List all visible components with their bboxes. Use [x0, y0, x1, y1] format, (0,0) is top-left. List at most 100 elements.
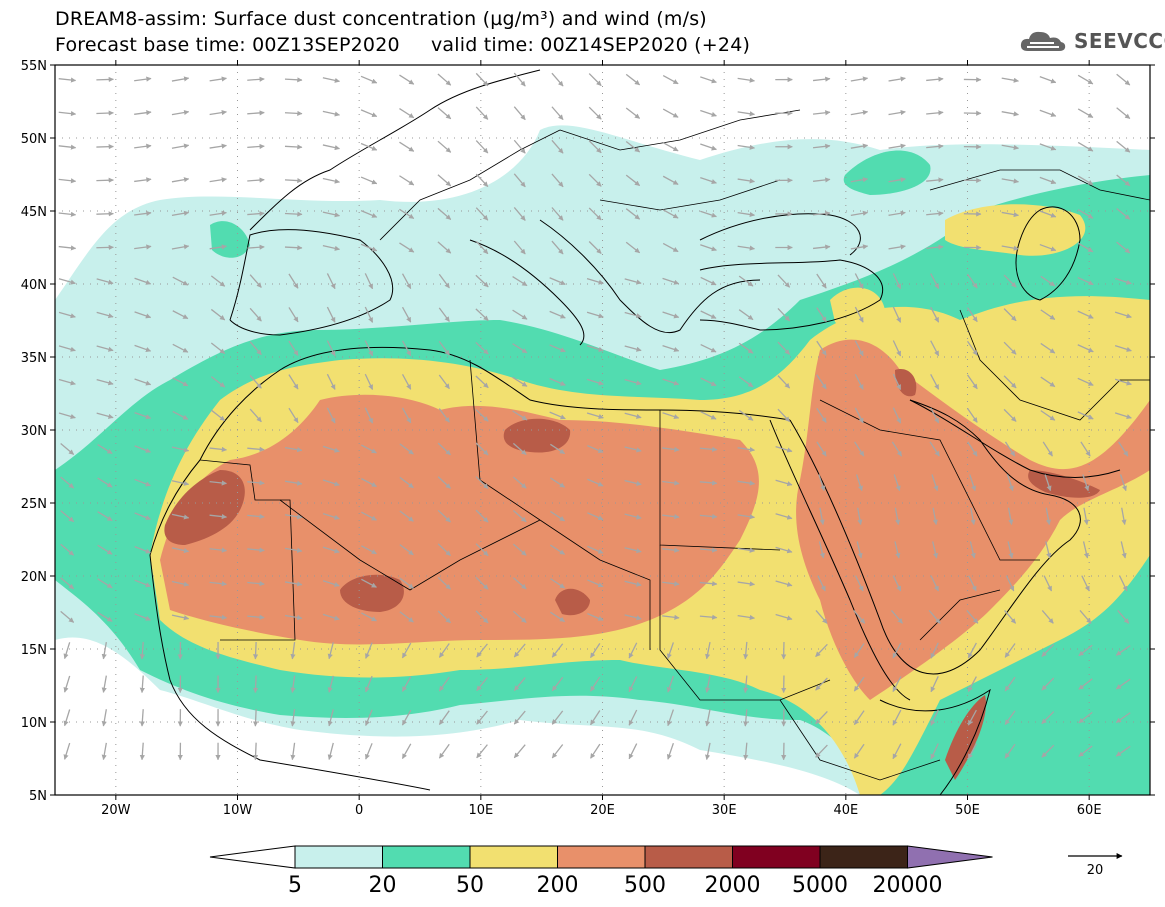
colorbar-label: 50 [456, 873, 484, 898]
wind-arrow [58, 111, 77, 117]
wind-arrow [815, 711, 828, 725]
coast-iberia [229, 229, 394, 336]
wind-arrow [58, 144, 77, 150]
wind-arrow [437, 107, 452, 120]
wind-arrow [777, 408, 791, 423]
wind-arrow [322, 546, 340, 554]
wind-arrow [1116, 241, 1131, 254]
wind-arrow [588, 207, 602, 221]
wind-arrow [699, 446, 718, 452]
border-central-asia [929, 169, 1150, 201]
wind-arrow [926, 110, 944, 116]
lat-tick-label: 35N [21, 351, 47, 366]
dust-patch-green-iberia [210, 221, 250, 258]
wind-arrow [816, 307, 827, 323]
wind-arrow [812, 210, 831, 217]
wind-arrow [737, 245, 755, 251]
wind-arrow [662, 547, 680, 553]
wind-arrow [850, 244, 869, 250]
wind-arrow [743, 675, 749, 694]
wind-arrow [624, 580, 642, 587]
wind-arrow [894, 507, 901, 526]
wind-arrow [437, 207, 452, 220]
wind-arrow [438, 408, 450, 423]
wind-arrow [624, 547, 642, 554]
wind-arrow [662, 209, 679, 219]
wind-arrow [134, 545, 151, 554]
wind-arrow [968, 575, 977, 592]
wind-arrow [586, 345, 604, 352]
wind-arrow [247, 76, 265, 82]
wind-arrow [738, 409, 754, 421]
wind-arrow [1039, 76, 1057, 84]
wind-arrow [588, 73, 602, 87]
wind-arrow [322, 512, 340, 520]
wind-arrow [1077, 411, 1094, 420]
wind-arrow [662, 142, 679, 152]
wind-arrow [437, 174, 452, 187]
wind-arrow [513, 240, 526, 255]
wind-arrow [96, 311, 114, 319]
wind-arrow [134, 613, 151, 621]
wind-arrow [63, 742, 71, 760]
wind-arrow [513, 139, 526, 154]
wind-arrow [513, 744, 526, 759]
lon-tick-label: 10W [223, 803, 253, 818]
dust-patch-yellow-caucasus [945, 204, 1086, 256]
wind-arrow [97, 611, 113, 622]
wind-arrow [700, 343, 717, 353]
wind-arrow [855, 474, 863, 492]
wind-arrow [587, 612, 604, 621]
wind-arrow [290, 709, 296, 727]
wind-arrow [549, 377, 566, 386]
wind-arrow [475, 375, 489, 389]
wind-arrow [475, 106, 489, 120]
wind-arrow [101, 709, 107, 727]
wind-arrow [209, 244, 227, 250]
lon-tick-label: 20E [590, 803, 615, 818]
wind-arrow [969, 541, 976, 559]
wind-arrow [699, 614, 718, 620]
coast-anatolia [699, 259, 883, 331]
wind-arrow [666, 742, 674, 760]
wind-arrow [890, 609, 903, 624]
wind-arrow [437, 476, 451, 489]
wind-arrow [171, 143, 190, 149]
wind-arrow [134, 244, 152, 250]
wind-arrow [513, 710, 526, 725]
wind-arrow [1003, 375, 1017, 389]
lat-tick-label: 10N [21, 716, 47, 731]
wind-arrow [322, 245, 340, 251]
wind-arrow [550, 443, 566, 455]
wind-arrow [662, 446, 680, 453]
wind-arrow [819, 507, 825, 526]
reference-value: 20 [1087, 863, 1104, 878]
wind-arrow [854, 407, 864, 424]
wind-arrow [628, 709, 638, 726]
wind-arrow [364, 373, 374, 390]
wind-arrow [284, 245, 303, 251]
wind-arrow [662, 412, 680, 420]
wind-arrow [590, 676, 601, 692]
dust-core-algeria [340, 574, 404, 612]
wind-arrow [700, 244, 717, 252]
wind-arrow [854, 373, 864, 390]
map-title: DREAM8-assim: Surface dust concentration… [55, 8, 707, 30]
wind-arrow [1114, 378, 1132, 386]
wind-arrow [1004, 676, 1016, 692]
wind-arrow [1042, 441, 1053, 457]
wind-arrow [1001, 77, 1019, 83]
wind-arrow [1115, 645, 1131, 656]
coast-europe-north [249, 69, 541, 231]
wind-arrow [438, 710, 450, 725]
wind-arrow [437, 442, 451, 456]
colorbar-label: 5000 [792, 873, 848, 898]
wind-arrow [737, 614, 755, 621]
wind-arrow [1003, 341, 1017, 355]
wind-arrow [549, 344, 566, 353]
lat-tick-label: 45N [21, 205, 47, 220]
wind-arrow [1004, 609, 1017, 624]
wind-arrow [666, 642, 674, 659]
wind-arrow [171, 446, 190, 453]
wind-arrow [475, 576, 489, 590]
